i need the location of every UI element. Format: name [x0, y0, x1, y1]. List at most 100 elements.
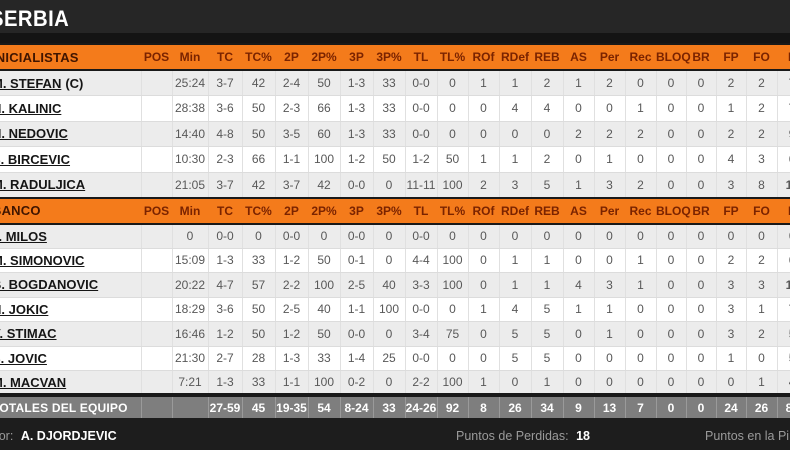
cell-min: 21:30	[171, 346, 208, 371]
cell-3p: 0-0	[339, 321, 373, 347]
cell-rec: 0	[624, 146, 656, 173]
cell-p: 9	[776, 121, 790, 147]
cell-tc: 3-7	[207, 172, 242, 198]
player-name-link[interactable]: S. BIRCEVIC	[0, 151, 71, 167]
cell-tlp: 0	[436, 70, 468, 96]
cell-tcp: 50	[241, 121, 275, 147]
cell-2pp: 50	[307, 248, 340, 273]
player-name-link[interactable]: V. STIMAC	[0, 326, 57, 342]
player-name-link[interactable]: M. STEFAN	[0, 75, 62, 91]
cell-rof: 1	[467, 70, 499, 96]
cell-bloq: 0	[655, 297, 686, 322]
player-name-link[interactable]: N. JOKIC	[0, 301, 49, 317]
column-header-reb: REB	[531, 43, 563, 71]
cell-2p: 1-2	[274, 248, 308, 273]
cell-reb: 5	[530, 346, 563, 371]
cell-tlp: 75	[436, 321, 468, 347]
player-name-link[interactable]: M. RADULJICA	[0, 177, 86, 192]
cell-2p: 3-5	[274, 121, 308, 147]
total-as: 9	[562, 393, 594, 418]
total-2pp: 54	[307, 393, 340, 418]
cell-tcp: 42	[241, 172, 275, 198]
player-name-link[interactable]: M. MACVAN	[0, 374, 67, 390]
cell-tc: 3-6	[207, 95, 242, 122]
column-header-tcp: TC%	[242, 43, 275, 71]
cell-br: 0	[685, 297, 716, 322]
player-name-cell: M. STEFAN(C)	[0, 70, 141, 96]
cell-fo: 2	[745, 121, 777, 147]
cell-reb: 0	[530, 121, 563, 147]
player-row: M. RADULJICA 21:05 3-7 42 3-7 42 0-0 0 11-11 100 2…	[0, 172, 790, 198]
cell-per: 3	[593, 272, 625, 298]
total-fp: 24	[715, 393, 746, 418]
cell-bloq: 0	[655, 146, 686, 173]
cell-3pp: 25	[372, 346, 405, 371]
cell-fp: 0	[715, 223, 746, 249]
total-tcp: 45	[241, 393, 275, 418]
column-header-min: Min	[172, 43, 208, 71]
cell-fp: 3	[715, 172, 746, 198]
cell-pos	[140, 248, 172, 273]
cell-tc: 2-7	[207, 346, 242, 371]
total-2p: 19-35	[274, 393, 308, 418]
player-name-link[interactable]: N. KALINIC	[0, 100, 62, 116]
cell-pos	[140, 70, 172, 96]
cell-per: 2	[593, 121, 625, 147]
cell-min: 0	[171, 223, 208, 249]
turnover-points-value: 18	[576, 429, 590, 443]
player-name-link[interactable]: T. MILOS	[0, 228, 47, 244]
column-header-tc: TC	[208, 196, 242, 225]
player-name-link[interactable]: M. SIMONOVIC	[0, 252, 85, 268]
cell-rec: 0	[624, 321, 656, 347]
column-header-rec: Rec	[625, 196, 656, 225]
cell-rdef: 1	[498, 248, 531, 273]
cell-br: 0	[685, 70, 716, 96]
player-row: S. JOVIC21:302-7281-3331-4250-0005500000…	[0, 346, 790, 371]
cell-tlp: 100	[436, 172, 468, 198]
cell-min: 15:09	[171, 248, 208, 273]
player-name-cell: S. BIRCEVIC	[0, 146, 141, 173]
cell-tc: 3-6	[207, 297, 242, 322]
column-header-2pp: 2P%	[308, 196, 340, 225]
cell-rof: 0	[467, 321, 499, 347]
total-reb: 34	[530, 393, 563, 418]
column-header-per: Per	[594, 43, 625, 71]
column-header-2pp: 2P%	[308, 43, 340, 71]
cell-br: 0	[685, 223, 716, 249]
cell-rof: 1	[467, 297, 499, 322]
column-header-bloq: BLOQ	[656, 43, 691, 71]
column-header-rec: Rec	[625, 43, 656, 71]
player-name-cell: V. STIMAC	[0, 321, 141, 347]
player-name-cell: M. MACVAN	[0, 370, 141, 396]
total-3p: 8-24	[339, 393, 373, 418]
cell-min: 28:38	[171, 95, 208, 122]
cell-per: 0	[593, 370, 625, 396]
column-header-2p: 2P	[275, 43, 308, 71]
cell-tlp: 50	[436, 146, 468, 173]
cell-fp: 1	[715, 95, 746, 122]
cell-bloq: 0	[655, 70, 686, 96]
cell-rdef: 0	[498, 223, 531, 249]
player-name-link[interactable]: N. NEDOVIC	[0, 126, 68, 142]
cell-min: 25:24	[171, 70, 208, 96]
footer-stats-bar: Entrenador: A. DJORDJEVIC Puntos de Perd…	[0, 421, 790, 450]
cell-rof: 0	[467, 248, 499, 273]
player-name-link[interactable]: S. JOVIC	[0, 350, 47, 366]
player-name-link[interactable]: B. BOGDANOVIC	[0, 277, 99, 293]
column-header-per: Per	[594, 196, 625, 225]
column-header-p: P	[777, 43, 790, 71]
turnover-points-label: Puntos de Perdidas:	[456, 429, 569, 443]
cell-pos	[140, 121, 172, 147]
cell-tcp: 42	[241, 70, 275, 96]
cell-3pp: 0	[372, 321, 405, 347]
turnover-points: Puntos de Perdidas: 18	[456, 429, 590, 443]
cell-bloq: 0	[655, 172, 686, 198]
cell-2pp: 40	[307, 297, 340, 322]
section-label: INICIALISTAS	[0, 43, 141, 71]
cell-tcp: 57	[241, 272, 275, 298]
cell-3p: 1-1	[339, 297, 373, 322]
cell-as: 4	[562, 272, 594, 298]
player-name-cell: S. JOVIC	[0, 346, 141, 371]
player-name-cell: N. JOKIC	[0, 297, 141, 322]
cell-reb: 0	[530, 223, 563, 249]
